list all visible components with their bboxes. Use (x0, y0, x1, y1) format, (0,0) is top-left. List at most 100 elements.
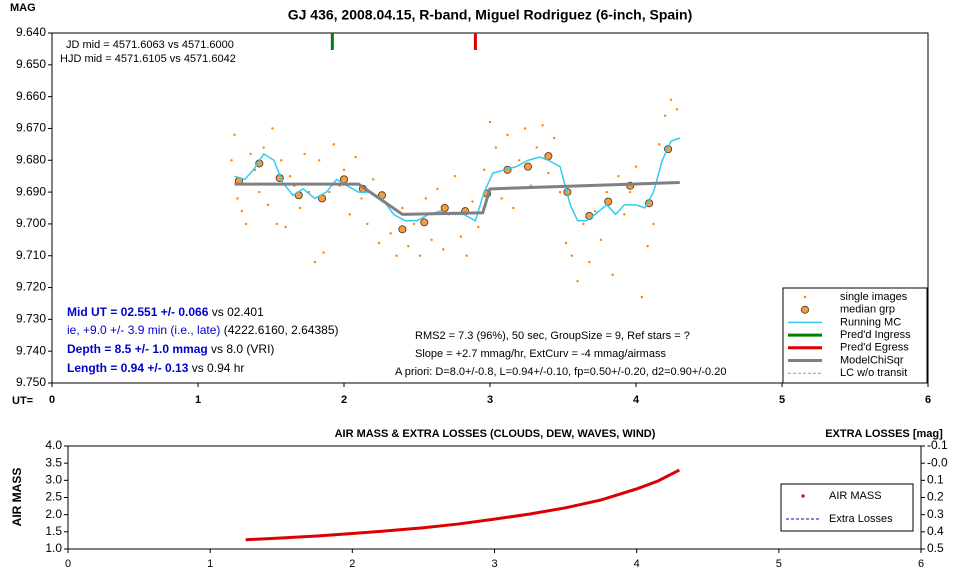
x-tick-label: 1 (195, 394, 201, 406)
legend-box (780, 483, 914, 532)
data-point (634, 165, 638, 168)
data-point (669, 98, 673, 102)
data-point (299, 206, 302, 210)
data-point (471, 200, 474, 203)
annotation-part: Length = 0.94 +/- 0.13 (67, 361, 189, 375)
data-point (523, 127, 527, 130)
x-tick-label: 5 (779, 394, 785, 406)
data-point (360, 197, 363, 200)
data-point (436, 187, 439, 191)
y-tick-label: 3.5 (45, 455, 62, 469)
data-point (494, 146, 498, 149)
data-point (576, 279, 579, 283)
median-point (440, 203, 449, 212)
data-point (646, 244, 649, 248)
y2-tick-label: 0.4 (927, 524, 944, 538)
data-point (354, 155, 357, 159)
annotation: JD mid = 4571.6063 vs 4571.6000 (66, 39, 234, 51)
data-point (280, 159, 283, 162)
y-tick-label: 3.0 (45, 473, 62, 487)
data-point (541, 124, 544, 127)
legend-label: Running MC (840, 316, 901, 328)
data-point (348, 213, 352, 216)
x-tick-label: 4 (633, 394, 640, 406)
data-point (342, 168, 346, 172)
series-line (245, 468, 681, 542)
data-point (271, 127, 274, 130)
y2-tick-label: 0.1 (927, 473, 944, 487)
annotation-part: Mid UT = 02.551 +/- 0.066 (67, 305, 209, 319)
y-tick-label: 9.710 (16, 248, 46, 262)
legend-marker (803, 295, 807, 299)
y2-tick-label: 0.5 (927, 541, 944, 555)
annotation: Slope = +2.7 mmag/hr, ExtCurv = -4 mmag/… (415, 348, 666, 360)
y-tick-label: 1.0 (45, 541, 62, 555)
legend-label: ModelChiSqr (840, 354, 904, 366)
series-line (234, 181, 680, 216)
x-tick-label: 4 (634, 558, 640, 570)
legend-label: LC w/o transit (840, 367, 907, 379)
data-point (303, 152, 306, 156)
chart-title: AIR MASS & EXTRA LOSSES (CLOUDS, DEW, WA… (335, 428, 656, 440)
data-point (442, 248, 445, 251)
y-tick-label: 2.0 (45, 507, 62, 521)
y-tick-label: 9.660 (16, 89, 46, 103)
data-point (605, 190, 608, 194)
data-point (652, 222, 655, 226)
annotation-part: vs 0.94 hr (188, 361, 244, 375)
legend-marker (801, 305, 810, 314)
data-point (275, 222, 279, 226)
y-tick-label: 9.690 (16, 184, 46, 198)
data-point (230, 159, 233, 162)
data-point (459, 235, 462, 238)
x-tick-label: 2 (349, 558, 355, 570)
legend-label: Pred'd Ingress (840, 329, 911, 341)
data-point (372, 178, 375, 181)
annotation: A priori: D=8.0+/-0.8, L=0.94+/-0.10, fp… (395, 366, 726, 378)
y-axis-label: MAG (10, 2, 36, 14)
data-point (553, 136, 556, 140)
data-point (599, 238, 603, 242)
data-point (628, 190, 632, 194)
legend-label: Extra Losses (829, 513, 893, 525)
data-point (366, 222, 369, 226)
y-tick-label: 9.650 (16, 57, 46, 71)
data-point (418, 254, 422, 257)
data-point (322, 251, 325, 254)
data-point (658, 143, 661, 146)
series-line (234, 137, 681, 222)
y2-tick-label: -0.1 (927, 438, 948, 452)
data-point (377, 241, 381, 245)
data-point (623, 213, 626, 216)
data-point (288, 174, 292, 178)
x-tick-label: 6 (925, 394, 931, 406)
data-point (506, 133, 509, 137)
data-point (244, 222, 248, 226)
median-point (398, 225, 407, 234)
x-tick-label: 1 (207, 558, 213, 570)
y-tick-label: 9.640 (16, 25, 46, 39)
annotation: ie, +9.0 +/- 3.9 min (i.e., late) (4222.… (67, 323, 339, 337)
legend-label: single images (840, 291, 908, 303)
data-point (407, 244, 410, 248)
data-point (477, 225, 480, 229)
data-point (535, 146, 538, 149)
y-tick-label: 9.670 (16, 121, 46, 135)
y-tick-label: 2.5 (45, 490, 62, 504)
y2-tick-label: 0.2 (927, 490, 944, 504)
data-point (675, 108, 679, 111)
data-point (588, 260, 591, 264)
data-point (266, 203, 270, 207)
data-point (389, 232, 392, 235)
x-tick-label: 2 (341, 394, 347, 406)
y-tick-label: 9.740 (16, 343, 46, 357)
y2-tick-label: -0.0 (927, 455, 948, 469)
data-point (570, 254, 573, 257)
data-point (262, 146, 265, 149)
legend-label: AIR MASS (829, 490, 882, 502)
y-tick-label: 9.680 (16, 152, 46, 166)
data-point (582, 222, 585, 226)
legend-label: Pred'd Egress (840, 342, 909, 354)
data-point (488, 120, 492, 124)
